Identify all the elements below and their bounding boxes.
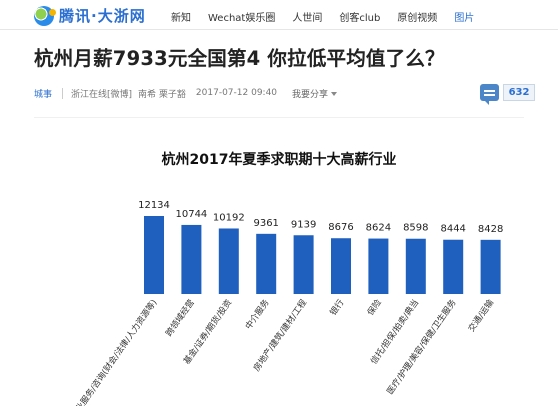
bar-5 xyxy=(331,238,351,294)
top-bar: 腾讯·大浙网 新知 Wechat娱乐圈 人世间 创客club 原创视频 图片 xyxy=(0,0,558,30)
logo-text: 腾讯·大浙网 xyxy=(59,7,146,25)
bar-9 xyxy=(480,239,501,294)
value-label-8: 8444 xyxy=(440,224,465,235)
category-label-3: 中介服务 xyxy=(243,297,272,332)
nav-item-wechat[interactable]: Wechat娱乐圈 xyxy=(208,13,276,24)
tencent-logo-icon xyxy=(34,5,56,26)
category-label-5: 银行 xyxy=(328,297,347,318)
publish-time: 2017-07-12 09:40 xyxy=(195,88,278,98)
category-label-8: 医疗/护理/美容/保健/卫生服务 xyxy=(385,297,459,397)
value-label-2: 10192 xyxy=(213,212,245,223)
chart-card: 杭州2017年夏季求职期十大高薪行业 12134 专业服务/咨询(财会/法律/人力… xyxy=(34,117,524,406)
bar-8 xyxy=(443,239,464,294)
value-label-3: 9361 xyxy=(253,218,278,229)
bar-7 xyxy=(405,238,426,294)
nav-item-pictures[interactable]: 图片 xyxy=(454,13,475,24)
source-link[interactable]: 浙江在线[微博] xyxy=(71,89,133,100)
value-label-1: 10744 xyxy=(175,209,207,220)
value-label-6: 8624 xyxy=(366,223,391,234)
chart-title: 杭州2017年夏季求职期十大高薪行业 xyxy=(162,151,397,168)
value-label-9: 8428 xyxy=(478,224,503,235)
category-label-0: 专业服务/咨询(财会/法律/人力资源等) xyxy=(69,297,160,406)
nav-item-video[interactable]: 原创视频 xyxy=(397,13,438,24)
bar-0 xyxy=(144,216,164,294)
category-label-6: 保险 xyxy=(365,297,384,318)
comment-count: 632 xyxy=(503,84,535,101)
bar-6 xyxy=(368,238,389,294)
value-label-0: 12134 xyxy=(138,200,170,211)
comment-button[interactable]: 632 xyxy=(480,84,535,105)
share-button[interactable]: 我要分享 xyxy=(292,87,338,100)
bar-3 xyxy=(256,233,277,294)
category-label-1: 跨领域经营 xyxy=(163,297,196,338)
nav-item-renshijian[interactable]: 人世间 xyxy=(292,13,323,24)
bar-1 xyxy=(181,224,202,294)
bar-2 xyxy=(218,228,239,294)
comment-icon xyxy=(480,84,499,105)
author-names: 南希 栗子豁 xyxy=(138,89,186,100)
value-label-4: 9139 xyxy=(291,219,316,230)
meta-divider xyxy=(62,87,64,99)
bar-group: 12134 专业服务/咨询(财会/法律/人力资源等) 10744 跨领域经营 10192… xyxy=(69,200,504,406)
top-nav: 新知 Wechat娱乐圈 人世间 创客club 原创视频 图片 xyxy=(171,9,491,24)
site-logo[interactable]: 腾讯·大浙网 xyxy=(34,5,146,26)
bar-4 xyxy=(293,235,314,294)
article-title: 杭州月薪7933元全国第4 你拉低平均值了么？ xyxy=(34,47,445,70)
salary-bar-chart: 杭州2017年夏季求职期十大高薪行业 12134 专业服务/咨询(财会/法律/人力… xyxy=(69,151,504,406)
category-link[interactable]: 城事 xyxy=(34,89,53,100)
nav-item-xinzhi[interactable]: 新知 xyxy=(171,13,191,24)
article-meta: 城事 浙江在线[微博] 南希 栗子豁 2017-07-12 09:40 我要分享 xyxy=(34,82,524,104)
value-label-5: 8676 xyxy=(328,222,353,233)
value-label-7: 8598 xyxy=(403,223,428,234)
nav-item-chuangke[interactable]: 创客club xyxy=(339,13,381,24)
share-label: 我要分享 xyxy=(292,89,329,100)
category-label-9: 交通/运输 xyxy=(466,297,496,334)
chevron-down-icon xyxy=(331,92,338,96)
